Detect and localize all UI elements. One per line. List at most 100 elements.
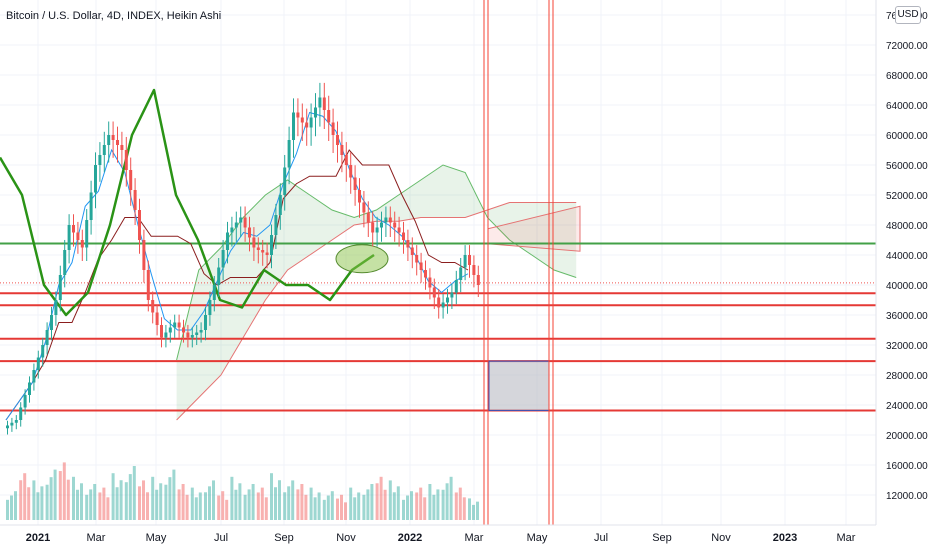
candle-body — [340, 145, 344, 155]
price-tick-label: 16000.00 — [886, 461, 928, 472]
candle-body — [124, 150, 128, 170]
volume-bar — [212, 480, 215, 520]
price-tick-label: 56000.00 — [886, 161, 928, 172]
volume-bar — [93, 484, 97, 520]
price-tick-label: 32000.00 — [886, 341, 928, 352]
candle-body — [402, 232, 405, 240]
price-tick-label: 52000.00 — [886, 191, 928, 202]
candle-body — [454, 280, 458, 293]
candle-body — [146, 270, 150, 300]
candle-body — [472, 265, 476, 275]
candle-body — [94, 165, 97, 193]
volume-bar — [27, 487, 31, 520]
volume-bar — [89, 489, 93, 520]
candle-body — [23, 395, 27, 408]
projection-rectangle[interactable] — [488, 360, 550, 411]
volume-bar — [66, 479, 70, 520]
candle-body — [349, 165, 353, 178]
candle-body — [142, 240, 146, 270]
volume-bar — [204, 492, 207, 520]
volume-bar — [159, 483, 163, 520]
volume-bar — [155, 489, 159, 520]
volume-bar — [458, 487, 462, 520]
candle-body — [318, 97, 322, 108]
candle-body — [362, 202, 366, 213]
volume-bar — [357, 492, 361, 520]
volume-bar — [396, 486, 400, 520]
volume-bar — [198, 492, 202, 520]
candle-body — [67, 225, 71, 250]
candle-body — [322, 97, 326, 110]
candle-body — [173, 322, 177, 328]
cloud-span-a — [176, 164, 577, 361]
volume-bar — [432, 494, 436, 520]
candle-body — [261, 250, 265, 253]
volume-bar — [449, 476, 453, 520]
volume-bar — [243, 494, 247, 520]
volume-bar — [264, 497, 268, 520]
candle-body — [296, 112, 300, 118]
candle-body — [428, 277, 432, 288]
currency-button[interactable]: USD — [895, 6, 921, 24]
highlight-ellipse[interactable] — [335, 244, 389, 274]
candle-body — [186, 332, 190, 338]
volume-bar — [225, 499, 229, 520]
volume-bar — [322, 499, 326, 520]
volume-bar — [476, 501, 479, 520]
candle-body — [138, 210, 141, 240]
volume-bar — [168, 477, 172, 520]
volume-bar — [472, 504, 475, 520]
candle-body — [36, 357, 40, 370]
volume-bar — [53, 469, 57, 520]
volume-bar — [436, 489, 440, 520]
candle-body — [14, 420, 18, 423]
candle-body — [199, 330, 203, 333]
volume-bar — [238, 483, 242, 520]
candle-body — [331, 122, 335, 135]
candle-body — [419, 262, 423, 270]
price-tick-label: 40000.00 — [886, 281, 928, 292]
time-tick-label: Mar — [465, 532, 484, 544]
volume-bar — [388, 480, 392, 520]
volume-bar — [410, 491, 413, 520]
candle-body — [243, 217, 247, 228]
volume-bar — [190, 487, 194, 520]
candle-body — [309, 117, 313, 128]
candle-body — [450, 292, 454, 298]
volume-bar — [247, 489, 251, 520]
candle-body — [58, 275, 62, 300]
candle-body — [102, 145, 106, 155]
candle-body — [292, 112, 295, 140]
volume-bar — [119, 480, 123, 520]
price-axis-background — [876, 0, 932, 550]
candle-body — [10, 422, 14, 426]
candle-body — [133, 190, 137, 210]
volume-bar — [221, 491, 225, 520]
projection-box — [488, 360, 550, 411]
candle-body — [314, 107, 317, 118]
volume-bar — [208, 486, 211, 520]
candle-body — [204, 315, 207, 330]
time-axis: 2021 Mar May Jul Sep Nov 2022 Mar May Jul Sep Nov 20… — [0, 524, 932, 550]
candle-body — [41, 345, 45, 358]
time-tick-label: Mar — [87, 532, 106, 544]
time-tick-label: May — [146, 532, 167, 544]
candle-body — [468, 255, 471, 265]
candle-body — [208, 300, 212, 315]
price-tick-label: 60000.00 — [886, 131, 928, 142]
volume-bar — [270, 473, 273, 520]
volume-bar — [274, 487, 277, 520]
candle-body — [50, 315, 53, 330]
candle-body — [160, 325, 163, 338]
price-tick-label: 20000.00 — [886, 431, 928, 442]
candle-body — [283, 167, 287, 195]
volume-bar — [392, 492, 396, 520]
price-tick-label: 64000.00 — [886, 101, 928, 112]
time-tick-label: Nov — [711, 532, 731, 544]
candle-body — [195, 332, 199, 335]
price-tick-label: 12000.00 — [886, 491, 928, 502]
chart-title: Bitcoin / U.S. Dollar, 4D, INDEX, Heikin… — [6, 10, 222, 22]
candle-body — [287, 140, 291, 168]
volume-bar — [260, 487, 264, 520]
